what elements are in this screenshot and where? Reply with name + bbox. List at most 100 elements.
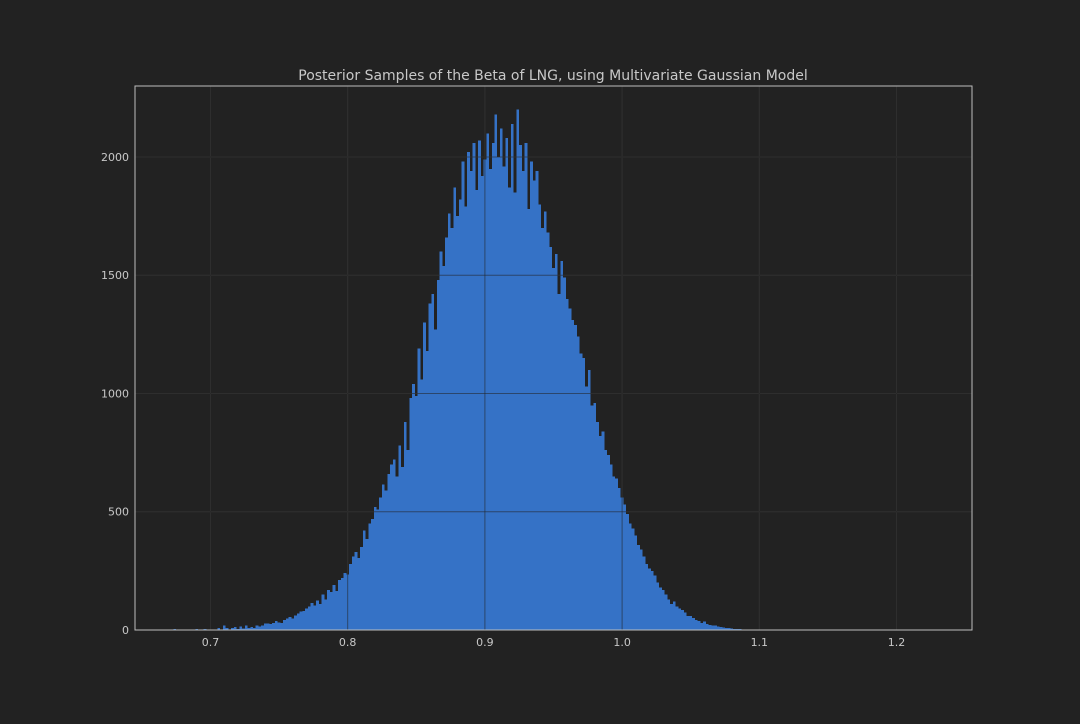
histogram-bar <box>448 214 451 630</box>
histogram-bar <box>261 625 264 630</box>
histogram-bar <box>316 600 319 630</box>
histogram-bar <box>366 539 369 630</box>
histogram-bar <box>437 280 440 630</box>
histogram-bar <box>379 498 382 630</box>
histogram-bar <box>527 209 530 630</box>
histogram-bar <box>371 519 374 630</box>
histogram-bar <box>409 398 412 630</box>
histogram-bar <box>599 436 602 630</box>
histogram-bar <box>275 621 278 630</box>
histogram-bar <box>558 294 561 630</box>
histogram-bar <box>637 545 640 630</box>
histogram-bar <box>486 133 489 630</box>
histogram-bar <box>330 592 333 630</box>
histogram-bar <box>322 595 325 630</box>
histogram-bar <box>434 330 437 630</box>
histogram-bar <box>338 580 341 630</box>
histogram-bar <box>591 405 594 630</box>
histogram-bar <box>695 620 698 630</box>
histogram-bar <box>267 623 270 630</box>
histogram-bar <box>269 624 272 630</box>
histogram-bar <box>357 558 360 630</box>
x-tick-label: 0.7 <box>202 636 220 649</box>
histogram-bar <box>396 476 399 630</box>
histogram-bar <box>481 176 484 630</box>
histogram-bar <box>374 507 377 630</box>
histogram-bar <box>549 247 552 630</box>
histogram-bar <box>431 294 434 630</box>
histogram-bar <box>456 216 459 630</box>
histogram-bar <box>412 384 415 630</box>
histogram-bar <box>577 337 580 630</box>
histogram-bar <box>582 358 585 630</box>
histogram-bar <box>530 162 533 630</box>
histogram-bar <box>426 351 429 630</box>
histogram-bar <box>475 190 478 630</box>
histogram-bar <box>440 252 443 630</box>
histogram-bar <box>429 304 432 630</box>
y-tick-label: 1000 <box>101 387 129 400</box>
histogram-bar <box>643 557 646 630</box>
histogram-bar <box>473 143 476 630</box>
histogram-bar <box>654 576 657 630</box>
histogram-bar <box>547 233 550 630</box>
histogram-bar <box>489 169 492 630</box>
histogram-bar <box>360 547 363 630</box>
histogram-bar <box>580 353 583 630</box>
histogram-bar <box>588 370 591 630</box>
histogram-bar <box>319 604 322 630</box>
histogram-bar <box>352 557 355 630</box>
histogram-bar <box>700 623 703 630</box>
histogram-bar <box>368 524 371 630</box>
histogram-bar <box>541 228 544 630</box>
histogram-bar <box>500 129 503 630</box>
histogram-bar <box>404 422 407 630</box>
histogram-bar <box>283 620 286 630</box>
histogram-bar <box>376 509 379 630</box>
histogram-bar <box>462 162 465 630</box>
x-tick-label: 1.0 <box>613 636 631 649</box>
histogram-bar <box>514 192 517 630</box>
histogram-bar <box>667 599 670 630</box>
histogram-bar <box>305 609 308 630</box>
histogram-bar <box>278 622 281 630</box>
histogram-bar <box>623 505 626 630</box>
histogram-bar <box>442 266 445 630</box>
histogram-bar <box>327 590 330 630</box>
histogram-bar <box>382 485 385 630</box>
histogram-bar <box>555 254 558 630</box>
histogram-bar <box>245 626 248 630</box>
histogram-bar <box>632 528 635 630</box>
histogram-bar <box>656 583 659 630</box>
histogram-bar <box>618 488 621 630</box>
x-tick-label: 0.9 <box>476 636 494 649</box>
histogram-bar <box>415 396 418 630</box>
histogram-bar <box>313 605 316 630</box>
histogram-bar <box>670 604 673 630</box>
histogram-bar <box>333 585 336 630</box>
x-tick-label: 0.8 <box>339 636 357 649</box>
histogram-bar <box>703 622 706 630</box>
histogram-bar <box>676 606 679 630</box>
histogram-bar <box>294 615 297 630</box>
histogram-bar <box>286 619 289 630</box>
histogram-bar <box>302 611 305 630</box>
histogram-bar <box>645 564 648 630</box>
chart-title: Posterior Samples of the Beta of LNG, us… <box>298 68 807 84</box>
histogram-bar <box>280 623 283 630</box>
histogram-bar <box>687 616 690 630</box>
histogram-bar <box>533 181 536 630</box>
histogram-bar <box>289 617 292 630</box>
histogram-bar <box>420 379 423 630</box>
histogram-bar <box>665 595 668 630</box>
y-tick-label: 500 <box>108 506 129 519</box>
histogram-bar <box>355 552 358 630</box>
histogram-bar <box>390 464 393 630</box>
histogram-bar <box>574 325 577 630</box>
histogram-bar <box>684 612 687 630</box>
histogram-bar <box>593 403 596 630</box>
histogram-bar <box>544 211 547 630</box>
histogram-bar <box>401 467 404 630</box>
